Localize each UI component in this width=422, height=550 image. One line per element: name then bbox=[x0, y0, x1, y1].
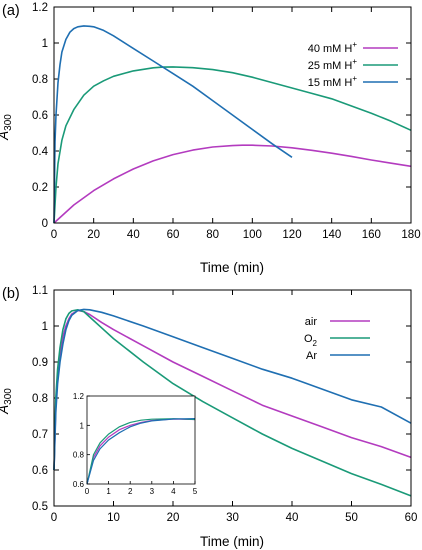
y-tick-label: 0.7 bbox=[32, 429, 48, 441]
y-tick-label: 0.4 bbox=[32, 146, 49, 158]
inset-frame bbox=[86, 395, 196, 485]
x-tick-label: 40 bbox=[286, 512, 299, 524]
x-tick-label: 180 bbox=[401, 229, 420, 241]
inset-y-tick-label: 1.2 bbox=[73, 392, 85, 401]
x-tick-label: 60 bbox=[167, 229, 180, 241]
inset-y-tick-label: 0.8 bbox=[73, 451, 85, 460]
y-tick-label: 0.6 bbox=[32, 110, 48, 122]
inset-y-tick-label: 0.6 bbox=[73, 480, 85, 489]
panel-a-frame bbox=[53, 6, 412, 224]
legend-label-2: Ar bbox=[306, 350, 317, 362]
y-tick-label: 0.6 bbox=[32, 465, 48, 477]
series-line-0 bbox=[53, 144, 412, 224]
y-tick-label: 0.2 bbox=[32, 182, 48, 194]
x-tick-label: 160 bbox=[362, 229, 381, 241]
panel-a-xlabel: Time (min) bbox=[200, 260, 264, 275]
series-line-2 bbox=[53, 308, 412, 471]
panel-b-ticks: 0 10 20 30 40 50 600.50.60.70.80.911.1 bbox=[32, 285, 417, 524]
panel-b: (b) A300 Time (min) 01020304050600.50.60… bbox=[0, 285, 417, 549]
panel-b-xlabel: Time (min) bbox=[200, 534, 264, 549]
panel-a-legend: 40 mM H+ 25 mM H+ 15 mM H+ bbox=[308, 40, 398, 89]
inset-series-line-2 bbox=[86, 418, 196, 485]
inset-ticks: 0 1 2 3 4 5 0.6 0.8 1 1.2 bbox=[73, 392, 198, 496]
inset-x-tick-label: 3 bbox=[150, 487, 155, 496]
legend-label-2: 15 mM H+ bbox=[308, 74, 358, 89]
inset-x-tick-label: 2 bbox=[128, 487, 133, 496]
panel-b-ylabel: A300 bbox=[0, 388, 14, 415]
x-tick-label: 50 bbox=[345, 512, 358, 524]
legend-label-0: air bbox=[305, 316, 318, 328]
y-tick-label: 1.2 bbox=[32, 2, 48, 14]
y-tick-label: 0.5 bbox=[32, 501, 48, 513]
panel-b-legend: air O2 Ar bbox=[304, 316, 370, 362]
inset-x-tick-label: 4 bbox=[171, 487, 176, 496]
x-tick-label: 20 bbox=[167, 512, 180, 524]
panel-a-ylabel: A300 bbox=[0, 114, 14, 141]
panel-a-ticks: 0 20 40 60 80 100 120 140 160 180 0 0.2 0.4 0.6 0.8 1 1.… bbox=[32, 2, 421, 241]
y-tick-label: 1 bbox=[42, 38, 48, 50]
panel-a-series bbox=[53, 25, 412, 224]
x-tick-label: 80 bbox=[206, 229, 219, 241]
legend-label-0: 40 mM H+ bbox=[308, 40, 358, 55]
x-tick-label: 40 bbox=[127, 229, 140, 241]
y-tick-label: 0.9 bbox=[32, 357, 48, 369]
panel-a-label: (a) bbox=[2, 3, 20, 19]
legend-label-1: O2 bbox=[304, 333, 318, 348]
legend-label-1: 25 mM H+ bbox=[308, 57, 358, 72]
y-tick-label: 0 bbox=[42, 218, 48, 230]
series-line-2 bbox=[53, 25, 293, 224]
x-tick-label: 140 bbox=[322, 229, 341, 241]
inset-series-line-1 bbox=[86, 418, 196, 485]
y-tick-label: 1.1 bbox=[32, 285, 48, 297]
series-line-1 bbox=[53, 66, 412, 224]
x-tick-label: 100 bbox=[243, 229, 262, 241]
x-tick-label: 30 bbox=[226, 512, 239, 524]
inset-y-tick-label: 1 bbox=[80, 421, 85, 430]
x-tick-label: 20 bbox=[87, 229, 100, 241]
panel-b-series bbox=[53, 308, 412, 497]
series-line-0 bbox=[53, 309, 412, 471]
x-tick-label: 0 bbox=[51, 229, 57, 241]
x-tick-label: 60 bbox=[405, 512, 418, 524]
panel-a: (a) A300 Time (min) 0 20 40 60 80 100 120 140 16… bbox=[0, 2, 421, 275]
x-tick-label: 120 bbox=[282, 229, 301, 241]
y-tick-label: 0.8 bbox=[32, 393, 48, 405]
y-tick-label: 1 bbox=[42, 321, 48, 333]
x-tick-label: 10 bbox=[107, 512, 120, 524]
inset-x-tick-label: 1 bbox=[106, 487, 111, 496]
inset-x-tick-label: 0 bbox=[85, 487, 90, 496]
panel-b-label: (b) bbox=[2, 286, 20, 302]
inset-x-tick-label: 5 bbox=[193, 487, 198, 496]
y-tick-label: 0.8 bbox=[32, 74, 48, 86]
panel-b-frame bbox=[53, 289, 412, 507]
x-tick-label: 0 bbox=[51, 512, 57, 524]
inset-series bbox=[86, 418, 196, 485]
series-line-1 bbox=[53, 309, 412, 497]
